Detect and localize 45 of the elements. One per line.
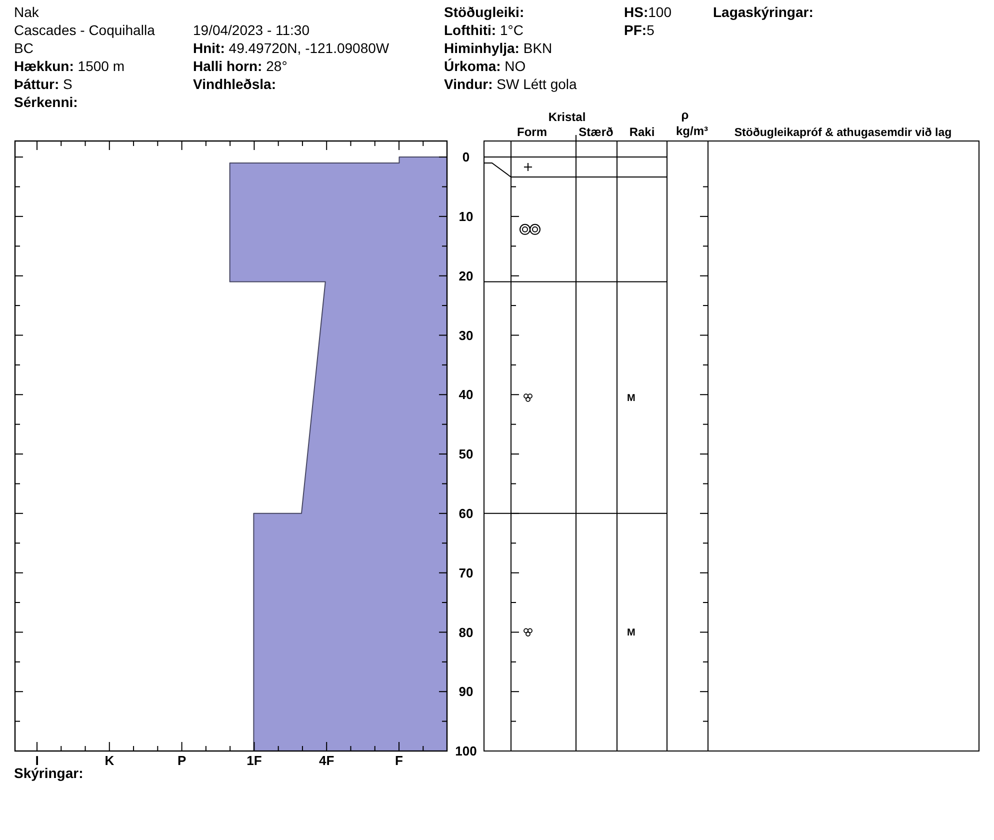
text: BC: [14, 40, 34, 56]
text: Halli horn: 28°: [193, 58, 288, 74]
text: K: [104, 753, 115, 768]
text: F: [395, 753, 404, 768]
y-tick-label: 70: [458, 565, 474, 580]
y-tick-label: 20: [458, 268, 474, 284]
text: Hnit: 49.49720N, -121.09080W: [193, 40, 390, 56]
text: 4F: [319, 753, 334, 768]
y-tick-label: 40: [458, 387, 474, 402]
text: Kristal: [548, 110, 586, 124]
text: I: [35, 753, 39, 768]
y-tick-label: 100: [455, 744, 477, 759]
text: M: [627, 393, 636, 404]
text: ρ: [681, 108, 689, 122]
text: 1F: [246, 753, 262, 768]
text: Þáttur: S: [14, 76, 72, 92]
text: Sérkenni:: [14, 94, 78, 110]
text: M: [627, 628, 636, 639]
y-tick-label: 0: [462, 150, 470, 165]
text: P: [177, 753, 186, 768]
text: Stærð: [578, 125, 614, 139]
y-tick-label: 50: [458, 446, 474, 462]
y-tick-label: 30: [458, 328, 474, 343]
text: Vindhleðsla:: [193, 76, 276, 92]
text: Nak: [14, 4, 40, 20]
text: Raki: [629, 125, 655, 139]
text: Stöðugleikapróf & athugasemdir við lag: [734, 127, 952, 139]
text: Stöðugleiki:: [444, 4, 524, 20]
text: kg/m³: [676, 124, 708, 138]
text: PF:5: [624, 22, 655, 38]
text: Hækkun: 1500 m: [14, 58, 124, 74]
text: Himinhylja: BKN: [444, 40, 552, 56]
text: Lofthiti: 1°C: [444, 22, 524, 38]
y-tick-label: 60: [458, 506, 474, 521]
text: Vindur: SW Létt gola: [444, 76, 578, 92]
text: 19/04/2023 - 11:30: [193, 22, 310, 38]
text: Cascades - Coquihalla: [14, 22, 156, 38]
y-tick-label: 80: [458, 624, 474, 640]
text: Form: [517, 125, 547, 139]
y-tick-label: 90: [458, 684, 474, 700]
text: HS:100: [624, 4, 672, 20]
text: Úrkoma: NO: [444, 58, 526, 74]
y-tick-label: 10: [458, 208, 474, 224]
text: Lagaskýringar:: [713, 4, 814, 20]
text: Skýringar:: [14, 765, 84, 781]
